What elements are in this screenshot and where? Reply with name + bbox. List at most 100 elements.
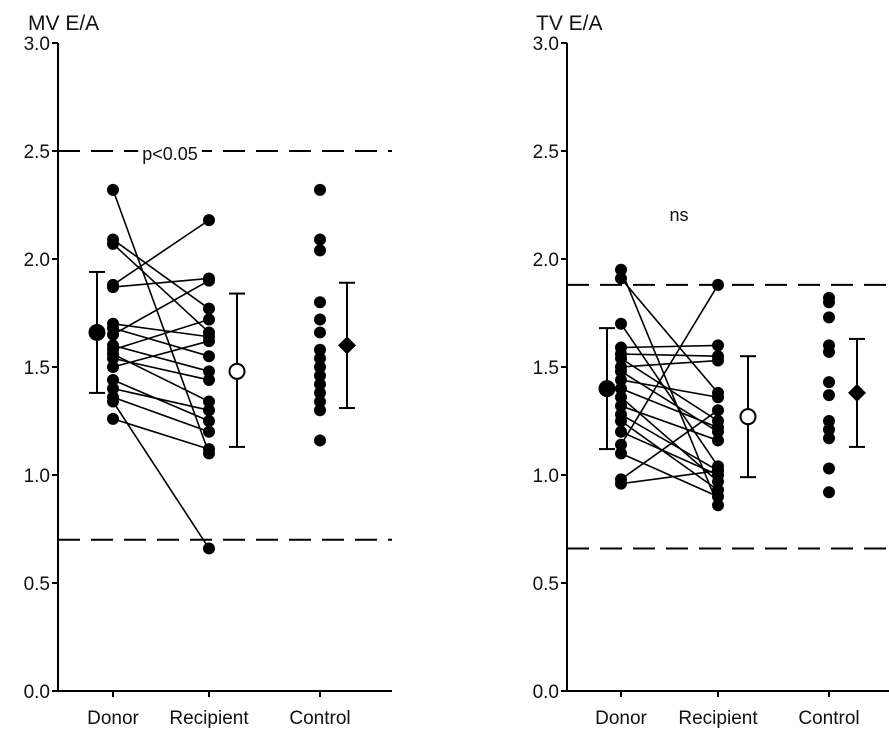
donor-point [107, 237, 119, 250]
y-tick-label: 1.0 [533, 466, 559, 487]
donor-point [107, 382, 119, 395]
donor-point [107, 361, 119, 373]
donor-point [107, 281, 119, 294]
paired-line [112, 243, 210, 334]
control-point [314, 378, 326, 391]
donor-point [615, 447, 627, 460]
control-point [823, 311, 835, 324]
donor-point [615, 365, 627, 378]
recipient-point [712, 354, 724, 367]
annotation-text: p<0.05 [142, 144, 198, 164]
paired-line [112, 418, 210, 450]
mean-marker [848, 383, 866, 402]
chart-panel-tv: TV E/A 0.0 0.5 1.0 1.5 2.0 2.5 3.0 Donor Recipie… [533, 12, 889, 729]
x-tick-label: Donor [87, 708, 139, 729]
paired-line [620, 284, 719, 446]
control-point [823, 376, 835, 389]
control-point [823, 486, 835, 499]
donor-point [615, 382, 627, 395]
paired-line [620, 357, 719, 422]
donor-point [107, 373, 119, 386]
control-point [314, 386, 326, 399]
recipient-point [203, 404, 215, 417]
donor-point [615, 425, 627, 438]
paired-line [620, 269, 719, 506]
control-point [314, 326, 326, 339]
mean-marker [88, 323, 106, 341]
recipient-point [712, 404, 724, 417]
y-tick-label: 2.5 [24, 142, 50, 163]
donor-point [107, 183, 119, 196]
paired-line [112, 401, 210, 549]
y-tick-label: 1.5 [533, 358, 559, 379]
donor-point [107, 395, 119, 408]
recipient-point [712, 490, 724, 503]
paired-line [112, 344, 210, 373]
recipient-point [203, 425, 215, 438]
donor-point [615, 352, 627, 365]
annotation-background [138, 144, 202, 164]
recipient-point [203, 313, 215, 326]
control-point [314, 369, 326, 382]
donor-point [615, 399, 627, 412]
recipient-point [203, 365, 215, 378]
donor-point [615, 272, 627, 285]
y-tick-label: 0.5 [533, 574, 559, 595]
paired-line [112, 219, 210, 286]
y-tick-label: 2.0 [24, 250, 50, 271]
paired-line [620, 469, 719, 485]
y-tick-label: 3.0 [533, 34, 559, 55]
x-tick-label: Control [798, 708, 859, 729]
control-point [314, 313, 326, 326]
paired-line [620, 379, 719, 399]
recipient-point [203, 395, 215, 408]
paired-line [620, 277, 719, 394]
control-point [314, 296, 326, 309]
recipient-point [203, 274, 215, 287]
donor-point [615, 317, 627, 330]
donor-point [615, 477, 627, 490]
x-tick-label: Recipient [169, 708, 249, 729]
annotation-background [665, 205, 693, 225]
mean-marker [739, 408, 757, 426]
y-tick-label: 1.5 [24, 358, 50, 379]
control-point [823, 415, 835, 427]
y-tick-label: 2.0 [533, 250, 559, 271]
paired-line [620, 344, 719, 349]
x-tick-label: Control [289, 708, 350, 729]
recipient-point [203, 373, 215, 386]
y-tick-label: 0.0 [533, 682, 559, 703]
recipient-point [203, 335, 215, 348]
paired-line [112, 318, 210, 351]
recipient-point [712, 464, 724, 477]
control-point [314, 244, 326, 257]
paired-line [112, 387, 210, 411]
paired-line [620, 409, 719, 480]
recipient-point [712, 339, 724, 352]
recipient-point [712, 434, 724, 447]
control-point [314, 434, 326, 447]
control-point [823, 345, 835, 358]
recipient-point [203, 415, 215, 427]
mean-marker [228, 362, 246, 380]
donor-point [615, 415, 627, 427]
mean-marker [598, 380, 616, 398]
control-point [823, 432, 835, 445]
control-point [823, 389, 835, 402]
y-tick-label: 2.5 [533, 142, 559, 163]
donor-point [615, 373, 627, 386]
recipient-point [712, 421, 724, 434]
recipient-point [712, 391, 724, 404]
mean-marker [338, 336, 356, 355]
donor-point [615, 391, 627, 404]
control-point [314, 343, 326, 356]
control-point [314, 183, 326, 196]
paired-line [112, 357, 210, 381]
control-point [823, 296, 835, 309]
paired-line [620, 420, 719, 491]
y-tick-label: 0.0 [24, 682, 50, 703]
paired-line [112, 189, 210, 454]
paired-line [112, 379, 210, 422]
recipient-point [203, 542, 215, 555]
